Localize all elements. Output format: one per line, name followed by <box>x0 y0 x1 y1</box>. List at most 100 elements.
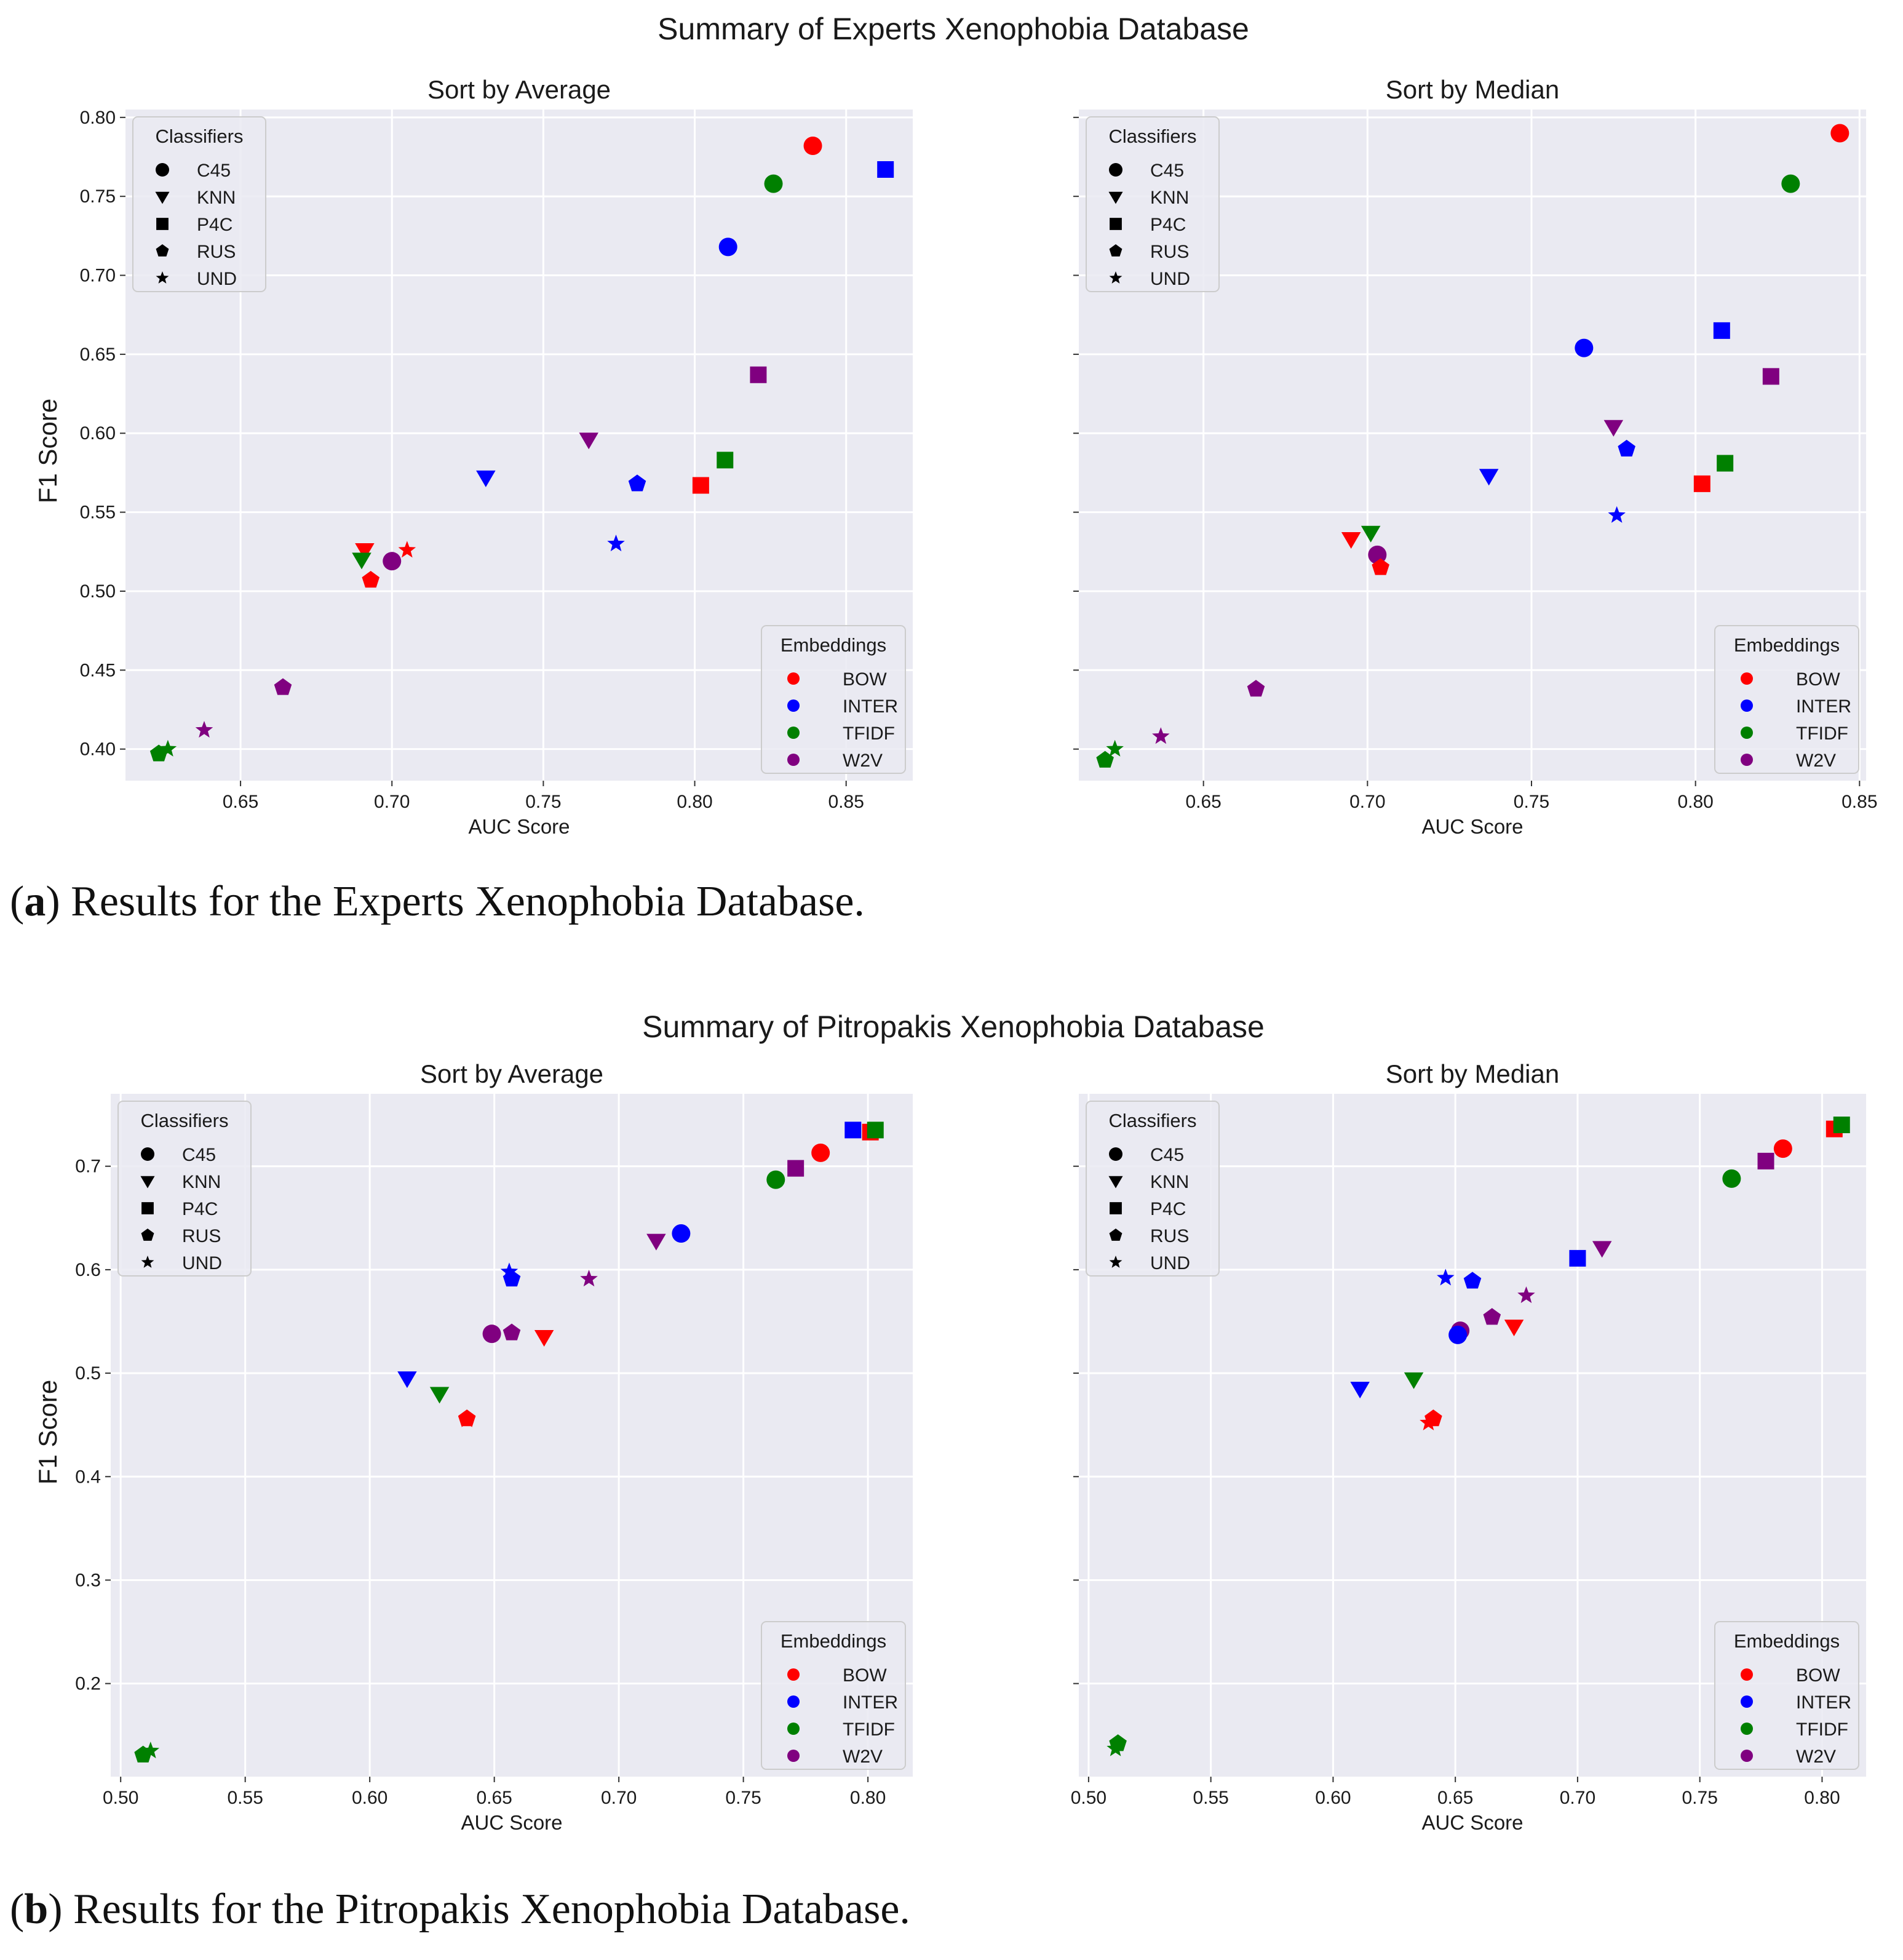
w2v-dot-icon <box>1741 1750 1753 1762</box>
point-bow-rus <box>458 1409 476 1427</box>
point-tfidf-und <box>159 739 177 757</box>
point-tfidf-c45 <box>1781 174 1800 193</box>
bow-dot-icon <box>1741 1668 1753 1681</box>
point-tfidf-rus <box>149 744 168 762</box>
y-tick-label: 0.2 <box>75 1674 101 1694</box>
point-w2v-p4c <box>1757 1152 1774 1169</box>
x-tick-label: 0.60 <box>1315 1788 1351 1808</box>
bow-dot-icon <box>787 1668 800 1681</box>
point-bow-c45 <box>811 1143 830 1162</box>
legend-classifiers: Classifiers C45 KNN P4C RUS UND <box>1086 116 1220 292</box>
p4c-marker-icon <box>1110 218 1122 230</box>
point-bow-knn <box>1504 1320 1524 1337</box>
und-marker-icon <box>141 1256 154 1268</box>
point-w2v-p4c <box>750 366 767 383</box>
legend-title: Classifiers <box>1109 1110 1197 1131</box>
panel-title: Sort by Average <box>420 1059 603 1088</box>
legend-label-tfidf: TFIDF <box>843 1719 895 1740</box>
point-inter-rus <box>628 474 646 492</box>
y-tick-label: 0.45 <box>80 660 116 680</box>
legend-classifiers: Classifiers C45 KNN P4C RUS UND <box>117 1101 252 1277</box>
und-marker-icon <box>156 271 169 284</box>
panel-title: Sort by Median <box>1386 75 1559 104</box>
figure-b-caption-text: Results for the Pitropakis Xenophobia Da… <box>63 1886 910 1933</box>
point-inter-c45 <box>672 1224 691 1243</box>
point-w2v-c45 <box>482 1325 501 1344</box>
inter-dot-icon <box>1741 699 1753 712</box>
tfidf-dot-icon <box>787 1723 800 1735</box>
point-bow-c45 <box>1773 1139 1792 1158</box>
y-tick-label: 0.40 <box>80 739 116 760</box>
legend-title: Classifiers <box>141 1110 229 1131</box>
point-tfidf-c45 <box>764 174 783 193</box>
inter-dot-icon <box>787 1695 800 1708</box>
legend-title: Embeddings <box>781 634 886 656</box>
p4c-marker-icon <box>156 218 169 230</box>
point-tfidf-p4c <box>717 452 734 469</box>
tfidf-dot-icon <box>1741 1723 1753 1735</box>
knn-marker-icon <box>140 1176 155 1189</box>
legend-label-tfidf: TFIDF <box>1796 723 1848 744</box>
legend-label-inter: INTER <box>843 696 898 717</box>
x-axis-label: AUC Score <box>461 1811 562 1834</box>
x-tick-label: 0.70 <box>374 792 410 812</box>
y-tick-label: 0.55 <box>80 503 116 523</box>
legend-label-rus: RUS <box>197 242 236 262</box>
legend-label-knn: KNN <box>1150 1172 1189 1192</box>
point-w2v-knn <box>1592 1241 1612 1258</box>
y-tick-label: 0.6 <box>75 1260 101 1280</box>
legend-label-bow: BOW <box>843 1665 887 1686</box>
point-bow-c45 <box>1830 124 1849 143</box>
panel-pitropakis-average: 0.50 0.55 0.60 0.65 0.70 0.75 0.80 0.2 0.3 0.4 0.5… <box>75 1059 913 1834</box>
point-bow-knn <box>534 1329 554 1347</box>
point-w2v-rus <box>1247 680 1265 697</box>
point-inter-knn <box>476 470 496 487</box>
point-bow-knn <box>1341 532 1361 549</box>
point-bow-c45 <box>803 137 822 156</box>
x-tick-label: 0.75 <box>1514 792 1549 812</box>
y-tick-label: 0.50 <box>80 581 116 602</box>
legend-label-und: UND <box>1150 269 1190 289</box>
point-tfidf-c45 <box>1722 1169 1741 1188</box>
point-w2v-knn <box>579 432 598 450</box>
point-tfidf-und <box>1106 1739 1124 1756</box>
x-axis-label: AUC Score <box>1421 815 1523 838</box>
legend-embeddings: Embeddings BOW INTER TFIDF W2V <box>761 1621 906 1770</box>
legend-label-und: UND <box>197 269 237 289</box>
point-tfidf-knn <box>1404 1372 1424 1389</box>
y-tick-label: 0.7 <box>75 1157 101 1177</box>
c45-marker-icon <box>141 1147 154 1161</box>
rus-marker-icon <box>156 244 169 257</box>
x-tick-label: 0.80 <box>677 792 712 812</box>
point-inter-und <box>500 1262 518 1280</box>
legend-label-w2v: W2V <box>843 751 883 771</box>
point-w2v-und <box>1517 1286 1535 1304</box>
panel-title: Sort by Median <box>1386 1059 1559 1088</box>
tfidf-dot-icon <box>1741 727 1753 739</box>
point-tfidf-p4c <box>1717 455 1734 472</box>
rus-marker-icon <box>141 1229 154 1241</box>
figure-a-caption-label: a <box>24 878 46 925</box>
legend-embeddings: Embeddings BOW INTER TFIDF W2V <box>761 625 906 774</box>
x-tick-label: 0.85 <box>1841 792 1877 812</box>
legend-label-bow: BOW <box>1796 1665 1840 1686</box>
point-bow-und <box>1420 1413 1437 1430</box>
legend-label-und: UND <box>182 1253 222 1273</box>
point-w2v-rus <box>274 678 292 695</box>
legend-label-rus: RUS <box>182 1226 221 1246</box>
rus-marker-icon <box>1109 1229 1122 1241</box>
legend-label-p4c: P4C <box>197 215 232 235</box>
legend-label-c45: C45 <box>1150 161 1184 181</box>
point-bow-knn <box>355 543 375 560</box>
inter-dot-icon <box>1741 1695 1753 1708</box>
figure-b-caption: (b) Results for the Pitropakis Xenophobi… <box>10 1886 910 1933</box>
point-bow-p4c <box>1693 475 1710 492</box>
figure-a-caption: (a) Results for the Experts Xenophobia D… <box>10 878 865 925</box>
w2v-dot-icon <box>1741 754 1753 766</box>
legend-embeddings: Embeddings BOW INTER TFIDF W2V <box>1714 625 1859 774</box>
legend-label-w2v: W2V <box>843 1747 883 1767</box>
panel-experts-median: 0.65 0.70 0.75 0.80 0.85 Sort by Median AUC Sc… <box>1073 75 1878 838</box>
figure-b-ylabel: F1 Score <box>33 1380 62 1484</box>
knn-marker-icon <box>1108 1176 1123 1189</box>
x-tick-label: 0.80 <box>1677 792 1713 812</box>
